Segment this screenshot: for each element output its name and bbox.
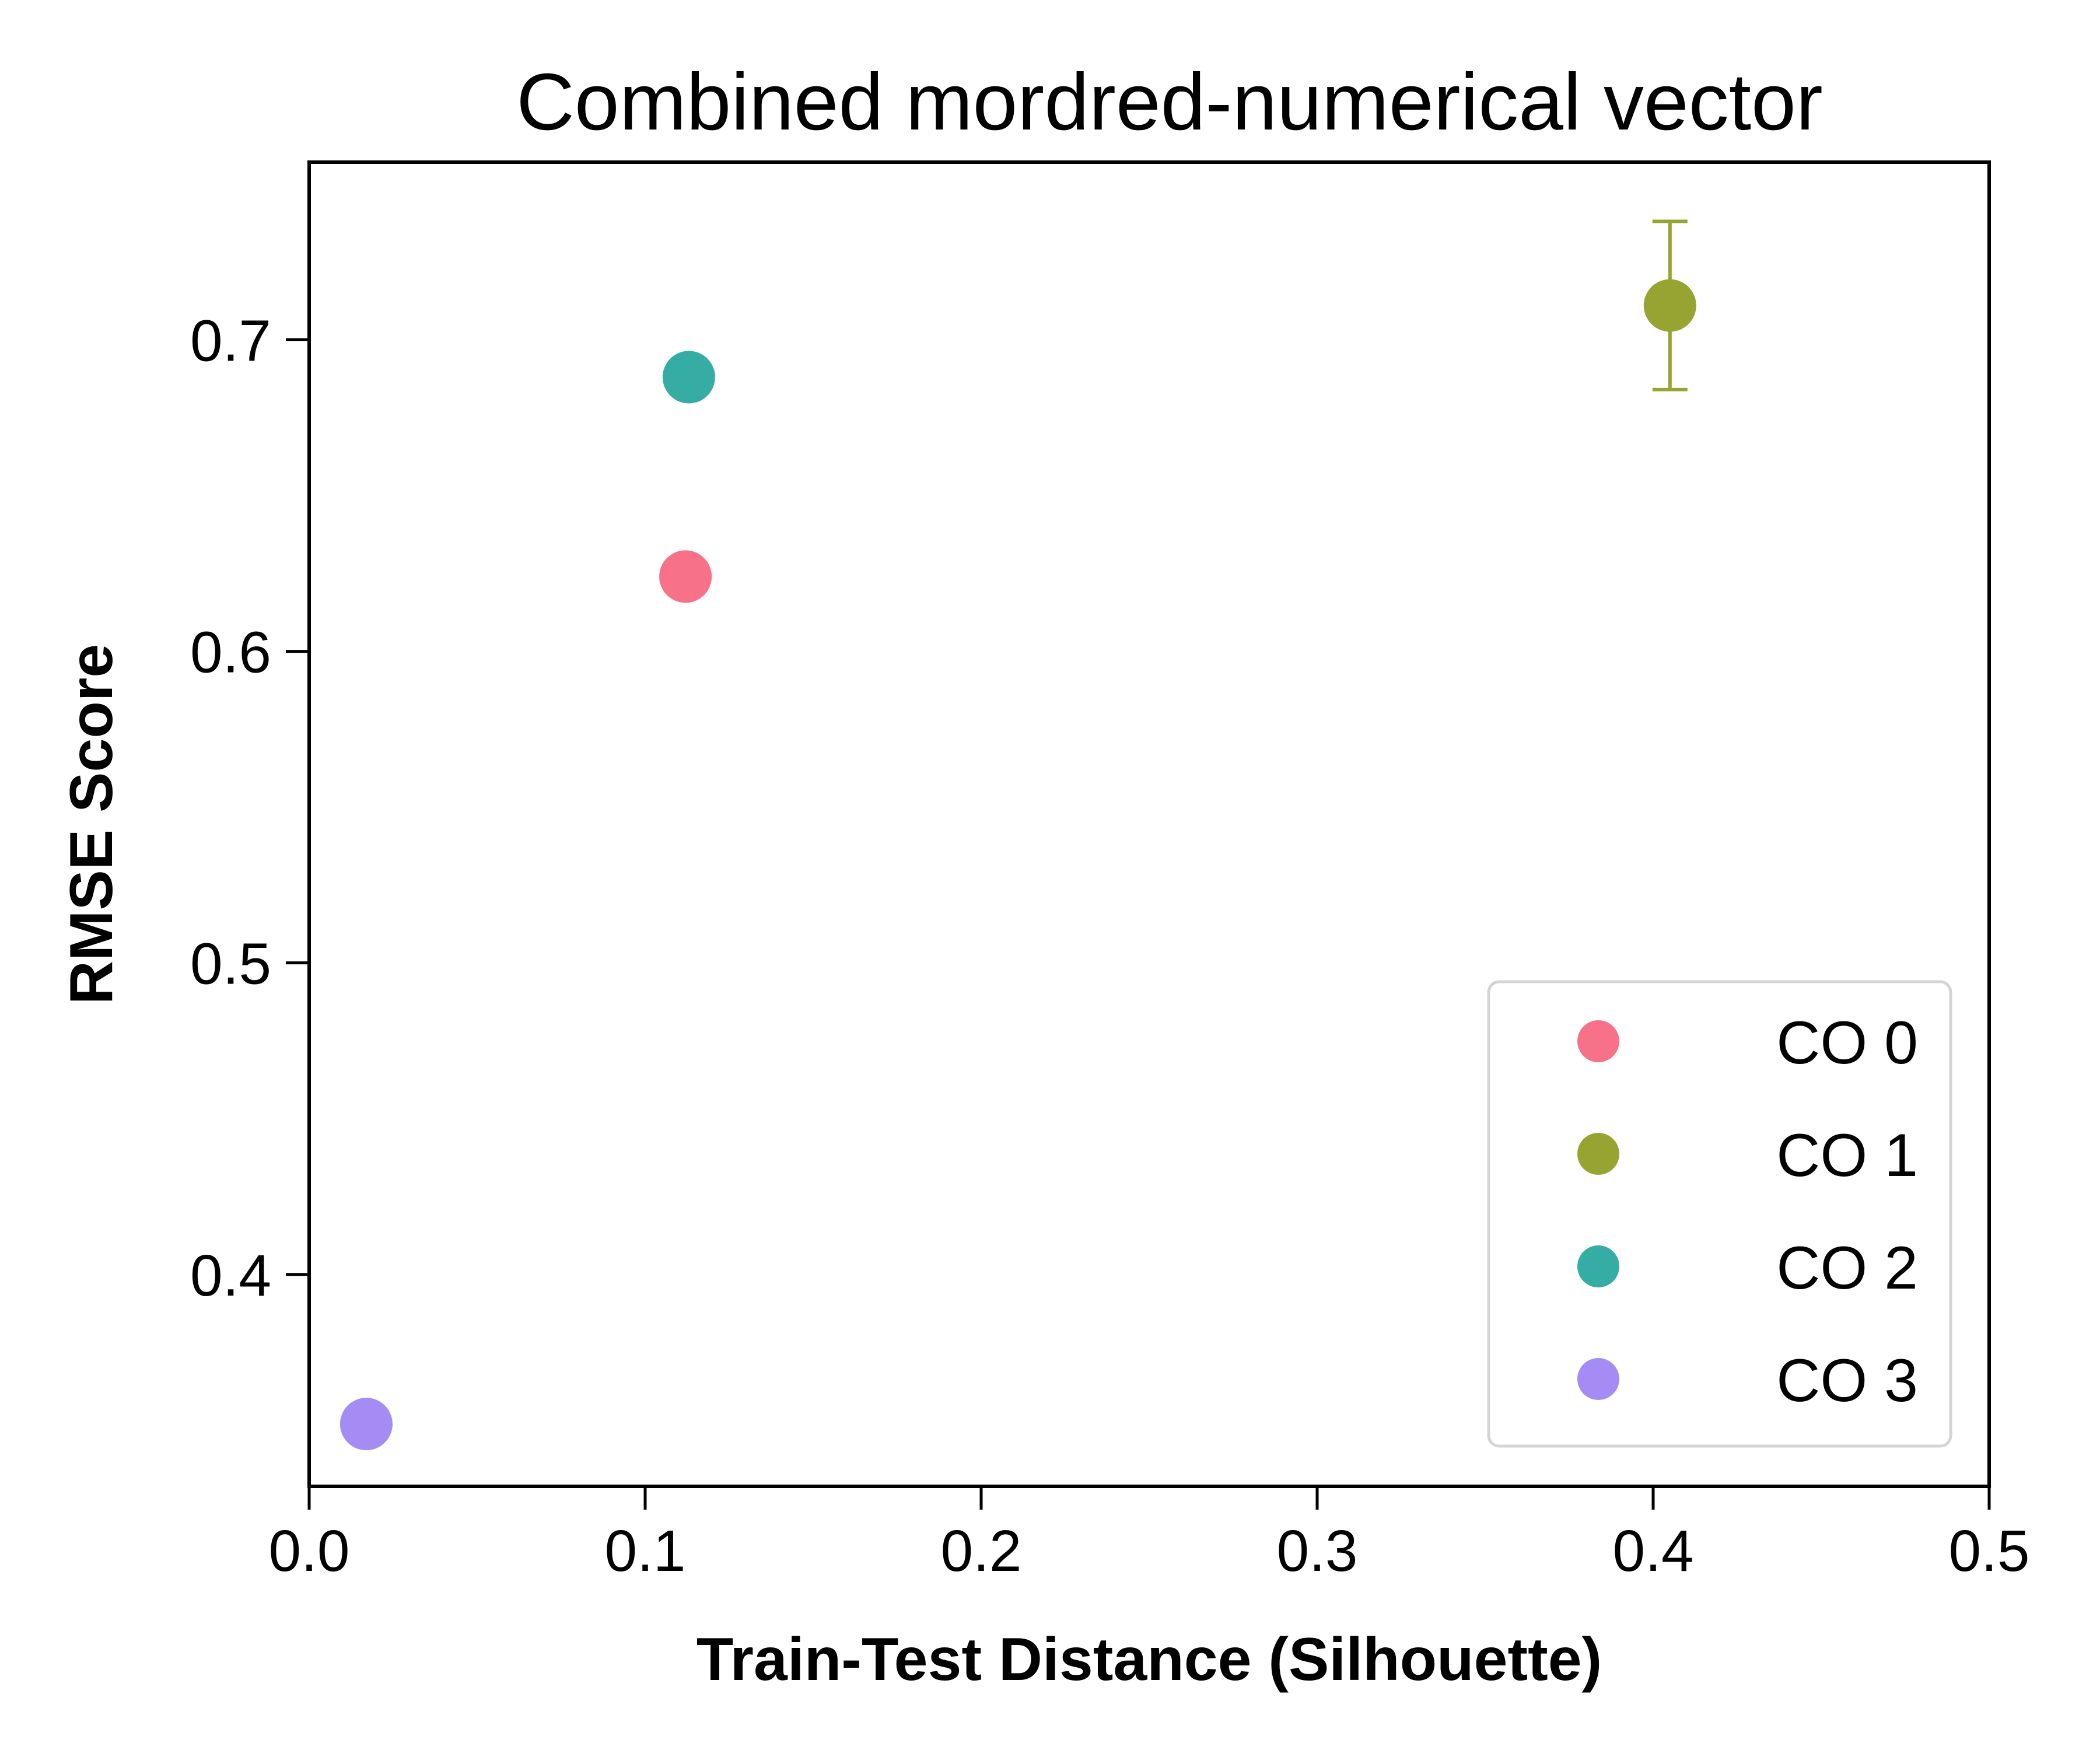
legend-marker [1577,1133,1619,1175]
series-co-0 [659,550,712,603]
data-point [659,550,712,603]
x-axis-label: Train-Test Distance (Silhouette) [696,1626,1602,1693]
data-layer [340,219,1696,1451]
data-point [1643,279,1696,332]
y-tick-label: 0.6 [190,620,271,685]
legend-label: CO 2 [1776,1234,1918,1302]
legend-entries: CO 0 CO 1 CO 2 CO 3 [1577,1009,1918,1415]
x-tick-label: 0.3 [1276,1518,1357,1584]
legend-marker [1577,1020,1619,1062]
legend-label: CO 1 [1776,1122,1918,1189]
data-point [662,351,715,404]
legend: CO 0 CO 1 CO 2 CO 3 [1487,980,1952,1448]
legend-marker [1577,1358,1619,1400]
legend-label: CO 0 [1776,1009,1918,1077]
y-tick-label: 0.4 [190,1243,271,1308]
series-co-3 [340,1398,393,1451]
x-tick-label: 0.4 [1612,1518,1693,1584]
y-tick-label: 0.5 [190,932,271,997]
x-tick-label: 0.2 [940,1518,1021,1584]
y-axis-ticks: 0.4 0.5 0.6 0.7 [190,308,309,1308]
legend-frame [1487,980,1952,1448]
y-tick-label: 0.7 [190,308,271,373]
chart-title: Combined mordred-numerical vector [516,57,1823,147]
x-tick-label: 0.5 [1948,1518,2029,1584]
legend-marker [1577,1245,1619,1287]
series-co-1 [1643,219,1696,391]
plot-frame [307,160,1991,1488]
y-axis-label: RMSE Score [58,644,125,1005]
data-point [340,1398,393,1451]
legend-label: CO 3 [1776,1347,1918,1415]
x-tick-label: 0.1 [604,1518,685,1584]
x-tick-label: 0.0 [268,1518,349,1584]
x-axis-ticks: 0.0 0.1 0.2 0.3 0.4 0.5 [268,1486,2030,1584]
series-co-2 [662,351,715,404]
